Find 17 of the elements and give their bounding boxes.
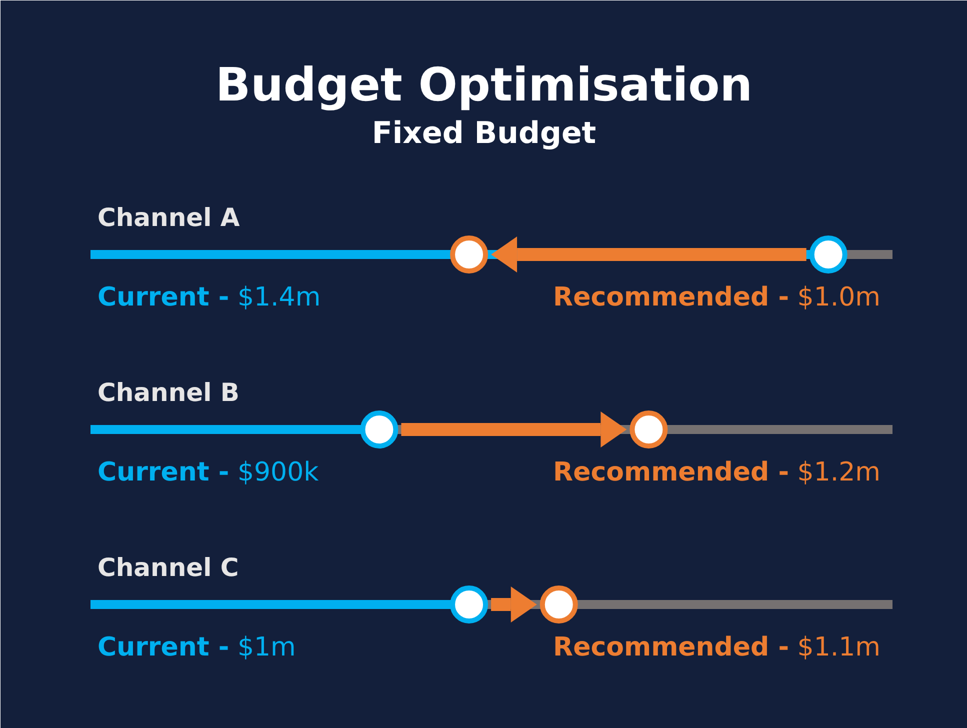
data-label: $1.2m bbox=[797, 458, 880, 488]
data-label: $1.1m bbox=[797, 632, 880, 662]
text: Recommended - bbox=[553, 632, 790, 662]
data-label: $1.0m bbox=[797, 282, 880, 312]
data-label: $900k bbox=[237, 458, 319, 488]
legend-label: Current - bbox=[98, 282, 230, 312]
data-label: $1m bbox=[237, 632, 296, 662]
data-label: $1.4m bbox=[237, 282, 321, 312]
text: Recommended - bbox=[553, 282, 790, 312]
text: Current - bbox=[98, 632, 230, 662]
text: Fixed Budget bbox=[372, 116, 596, 151]
legend-label: Recommended - bbox=[553, 458, 790, 488]
text: Current - bbox=[98, 458, 230, 488]
text: Budget Optimisation bbox=[216, 58, 752, 112]
category-label: Channel A bbox=[98, 203, 240, 232]
category-label: Channel B bbox=[98, 378, 240, 407]
category-label: Channel C bbox=[98, 553, 239, 582]
